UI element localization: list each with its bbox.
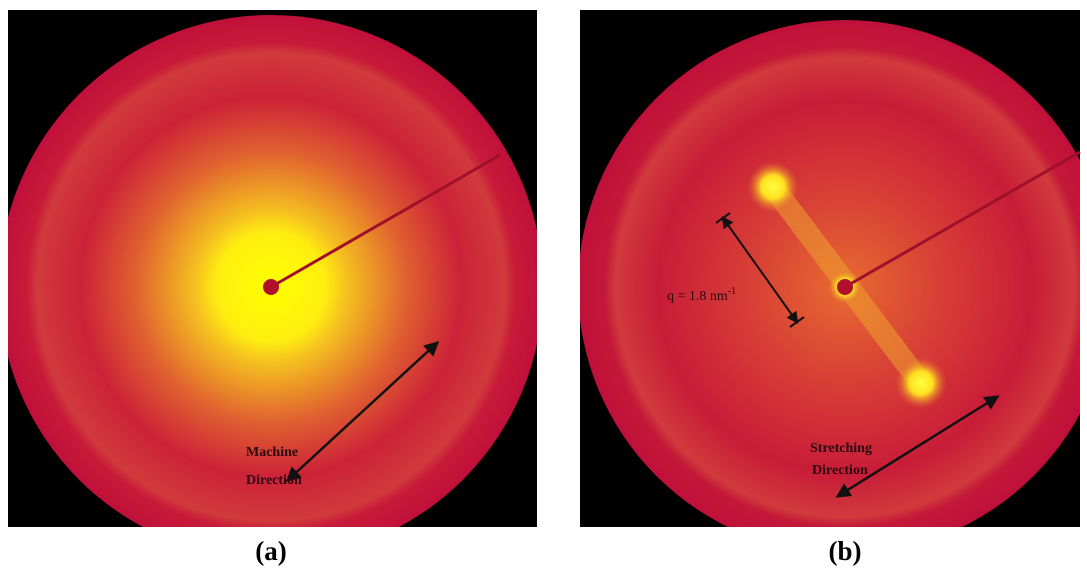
- annotation: Direction: [246, 473, 302, 488]
- scale-text: q = 1.8 nm: [667, 289, 728, 304]
- panel-a: Machine Direction (a): [0, 10, 543, 566]
- reflection-spot: [747, 161, 799, 213]
- panel-label: (a): [255, 536, 286, 566]
- annotation: Machine: [246, 445, 298, 460]
- annotation: Stretching: [810, 441, 872, 456]
- beam-center: [263, 279, 279, 295]
- figure: Machine Direction (a) q = 1.8 nm-1 Stret…: [0, 0, 1087, 577]
- scale-superscript: -1: [728, 286, 736, 297]
- annotation: Direction: [812, 463, 868, 478]
- reflection-spot: [895, 357, 947, 409]
- panel-label: (b): [829, 536, 862, 566]
- scale-label: q = 1.8 nm-1: [667, 286, 736, 304]
- panel-b: q = 1.8 nm-1 Stretching Direction (b): [578, 10, 1087, 566]
- beam-center: [837, 279, 853, 295]
